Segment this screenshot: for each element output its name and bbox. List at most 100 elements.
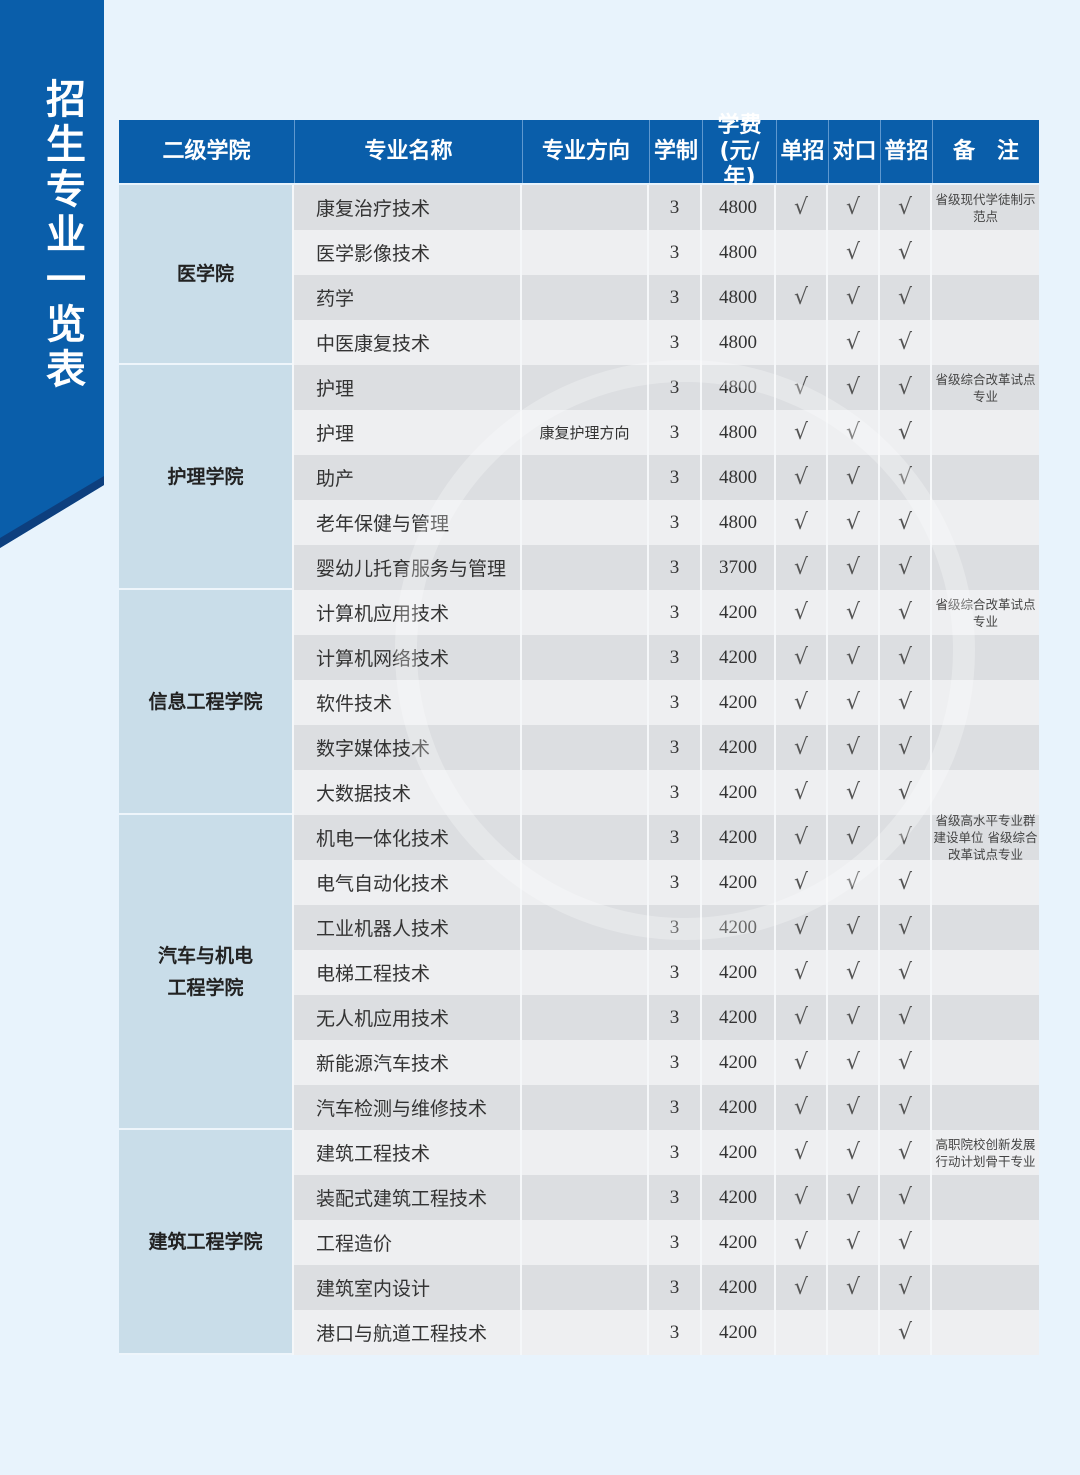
note	[930, 1265, 1039, 1310]
danzhao-check: √	[774, 1040, 826, 1085]
fee: 4200	[700, 1265, 774, 1310]
table-row: 数字媒体技术 3 4200 √ √ √	[292, 725, 1039, 770]
fee: 4200	[700, 1220, 774, 1265]
header-college: 二级学院	[119, 120, 295, 183]
note: 省级高水平专业群建设单位 省级综合改革试点专业	[930, 813, 1039, 862]
danzhao-check: √	[774, 860, 826, 905]
table-row: 计算机应用技术 3 4200 √ √ √ 省级综合改革试点专业	[292, 590, 1039, 635]
duikou-check: √	[826, 230, 878, 275]
direction	[520, 275, 647, 320]
puzhao-check: √	[878, 1310, 930, 1355]
duikou-check: √	[826, 1175, 878, 1220]
major-name: 数字媒体技术	[292, 725, 520, 770]
danzhao-check: √	[774, 410, 826, 455]
danzhao-check: √	[774, 1130, 826, 1175]
direction	[520, 590, 647, 635]
table-row: 助产 3 4800 √ √ √	[292, 455, 1039, 500]
college-cell: 信息工程学院	[119, 590, 292, 815]
fee: 4800	[700, 410, 774, 455]
fee: 4200	[700, 725, 774, 770]
major-name: 软件技术	[292, 680, 520, 725]
puzhao-check: √	[878, 230, 930, 275]
major-name: 电气自动化技术	[292, 860, 520, 905]
table-rows: 康复治疗技术 3 4800 √ √ √ 省级现代学徒制示范点 医学影像技术 3 4800 √ √ 药学 3…	[292, 185, 1039, 1355]
fee: 4200	[700, 1130, 774, 1175]
college-cell: 汽车与机电 工程学院	[119, 815, 292, 1130]
table-row: 康复治疗技术 3 4800 √ √ √ 省级现代学徒制示范点	[292, 185, 1039, 230]
major-name: 建筑室内设计	[292, 1265, 520, 1310]
years: 3	[647, 1130, 700, 1175]
years: 3	[647, 635, 700, 680]
major-name: 婴幼儿托育服务与管理	[292, 545, 520, 590]
duikou-check: √	[826, 725, 878, 770]
header-direction: 专业方向	[523, 120, 650, 183]
note	[930, 410, 1039, 455]
table-row: 中医康复技术 3 4800 √ √	[292, 320, 1039, 365]
fee: 4800	[700, 185, 774, 230]
danzhao-check: √	[774, 950, 826, 995]
danzhao-check: √	[774, 1085, 826, 1130]
puzhao-check: √	[878, 1175, 930, 1220]
years: 3	[647, 905, 700, 950]
header-danzhao: 单招	[777, 120, 829, 183]
direction	[520, 725, 647, 770]
table-row: 建筑室内设计 3 4200 √ √ √	[292, 1265, 1039, 1310]
table-row: 计算机网络技术 3 4200 √ √ √	[292, 635, 1039, 680]
danzhao-check: √	[774, 770, 826, 815]
table-row: 建筑工程技术 3 4200 √ √ √ 高职院校创新发展 行动计划骨干专业	[292, 1130, 1039, 1175]
direction	[520, 1265, 647, 1310]
duikou-check: √	[826, 905, 878, 950]
major-name: 助产	[292, 455, 520, 500]
major-name: 装配式建筑工程技术	[292, 1175, 520, 1220]
table-row: 港口与航道工程技术 3 4200 √	[292, 1310, 1039, 1355]
fee: 4800	[700, 230, 774, 275]
duikou-check: √	[826, 860, 878, 905]
direction	[520, 770, 647, 815]
major-name: 护理	[292, 365, 520, 410]
years: 3	[647, 995, 700, 1040]
fee: 4200	[700, 635, 774, 680]
table-row: 工业机器人技术 3 4200 √ √ √	[292, 905, 1039, 950]
danzhao-check	[774, 230, 826, 275]
years: 3	[647, 365, 700, 410]
fee: 4200	[700, 680, 774, 725]
duikou-check	[826, 1310, 878, 1355]
fee: 4200	[700, 1175, 774, 1220]
table-row: 电梯工程技术 3 4200 √ √ √	[292, 950, 1039, 995]
puzhao-check: √	[878, 905, 930, 950]
fee: 4200	[700, 590, 774, 635]
duikou-check: √	[826, 995, 878, 1040]
years: 3	[647, 950, 700, 995]
years: 3	[647, 815, 700, 860]
puzhao-check: √	[878, 545, 930, 590]
note	[930, 1085, 1039, 1130]
puzhao-check: √	[878, 1265, 930, 1310]
direction	[520, 1310, 647, 1355]
danzhao-check: √	[774, 680, 826, 725]
duikou-check: √	[826, 1130, 878, 1175]
college-cell: 建筑工程学院	[119, 1130, 292, 1355]
danzhao-check: √	[774, 275, 826, 320]
direction	[520, 680, 647, 725]
table-row: 护理 康复护理方向 3 4800 √ √ √	[292, 410, 1039, 455]
fee: 4200	[700, 995, 774, 1040]
years: 3	[647, 860, 700, 905]
major-name: 工程造价	[292, 1220, 520, 1265]
table-row: 汽车检测与维修技术 3 4200 √ √ √	[292, 1085, 1039, 1130]
table-row: 药学 3 4800 √ √ √	[292, 275, 1039, 320]
major-name: 新能源汽车技术	[292, 1040, 520, 1085]
header-notes: 备 注	[952, 138, 1019, 164]
note	[930, 230, 1039, 275]
danzhao-check: √	[774, 815, 826, 860]
major-name: 老年保健与管理	[292, 500, 520, 545]
danzhao-check: √	[774, 590, 826, 635]
puzhao-check: √	[878, 1130, 930, 1175]
direction	[520, 230, 647, 275]
years: 3	[647, 680, 700, 725]
major-name: 医学影像技术	[292, 230, 520, 275]
direction	[520, 1175, 647, 1220]
header-years: 学制	[650, 120, 703, 183]
puzhao-check: √	[878, 995, 930, 1040]
direction	[520, 1085, 647, 1130]
danzhao-check: √	[774, 545, 826, 590]
